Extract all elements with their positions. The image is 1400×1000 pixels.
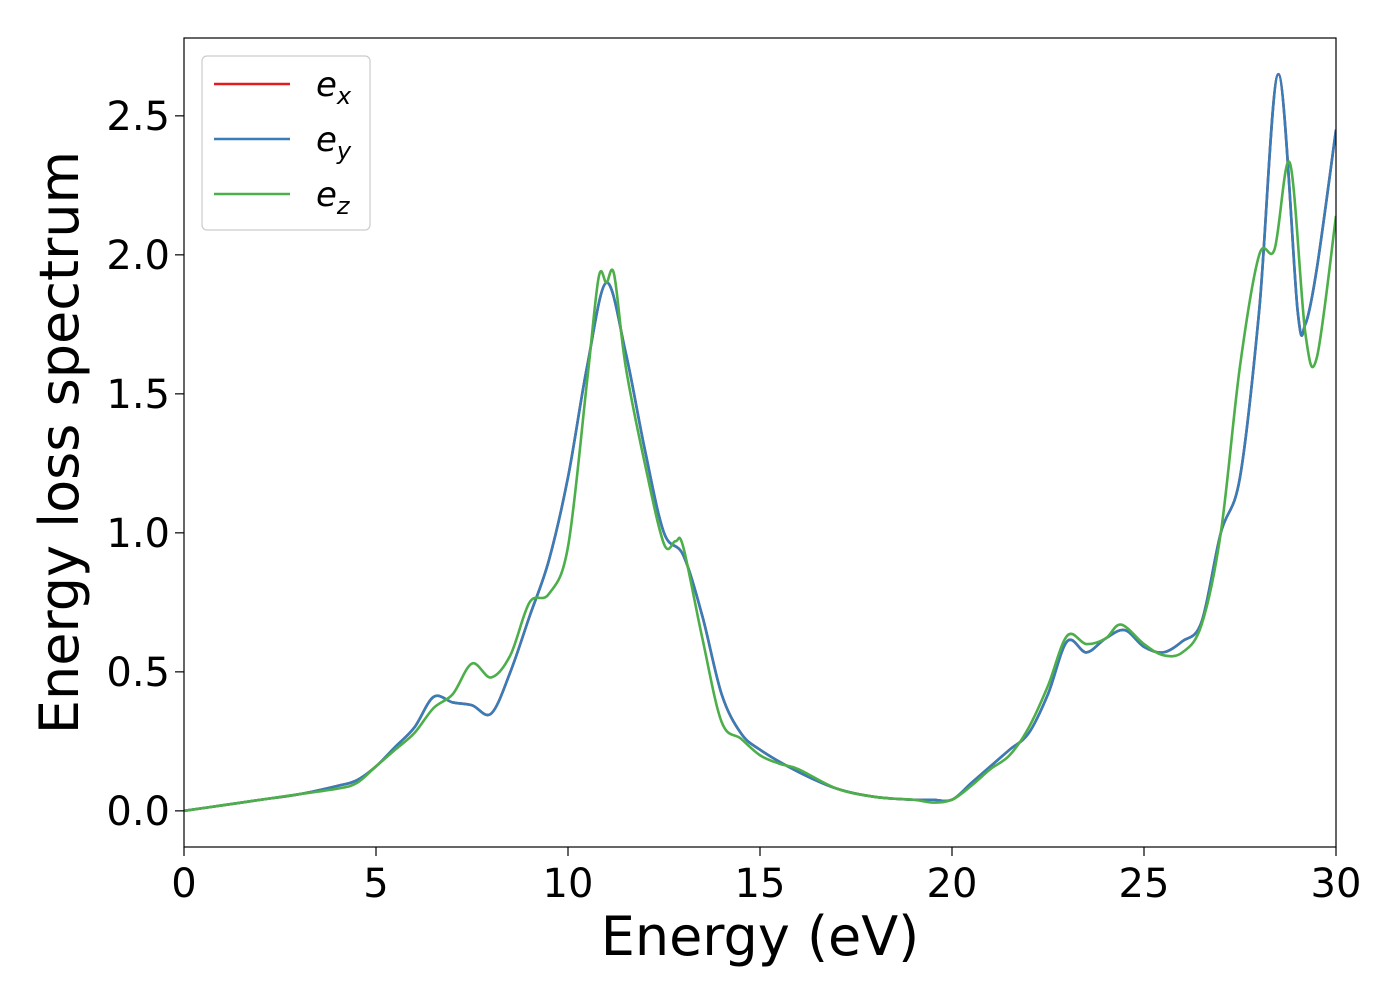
y-tick-label: 1.0: [106, 511, 170, 557]
y-axis-title: Energy loss spectrum: [28, 151, 91, 734]
x-tick-label: 15: [735, 861, 786, 907]
y-tick-label: 0.0: [106, 789, 170, 835]
y-tick-label: 0.5: [106, 650, 170, 696]
x-tick-label: 0: [171, 861, 196, 907]
x-tick-label: 20: [927, 861, 978, 907]
y-tick-label: 2.5: [106, 94, 170, 140]
y-tick-label: 2.0: [106, 233, 170, 279]
legend-label-z: ez: [316, 175, 351, 220]
x-tick-label: 10: [543, 861, 594, 907]
series-lines: [184, 72, 1336, 813]
y-tick-label: 1.5: [106, 372, 170, 418]
legend: ex ey ez: [201, 55, 371, 231]
y-axis-ticks: 0.0 0.5 1.0 1.5 2.0 2.5: [106, 94, 184, 835]
x-axis-ticks: 0 5 10 15 20 25 30: [171, 847, 1361, 907]
legend-label-y: ey: [316, 120, 352, 165]
x-tick-label: 25: [1119, 861, 1170, 907]
x-tick-label: 5: [363, 861, 388, 907]
legend-label-x: ex: [316, 65, 352, 110]
legend-box: [201, 55, 371, 231]
plot-frame: [183, 37, 1337, 848]
series-line-z: [184, 160, 1336, 813]
x-axis-title: Energy (eV): [601, 905, 920, 968]
x-tick-label: 30: [1311, 861, 1362, 907]
